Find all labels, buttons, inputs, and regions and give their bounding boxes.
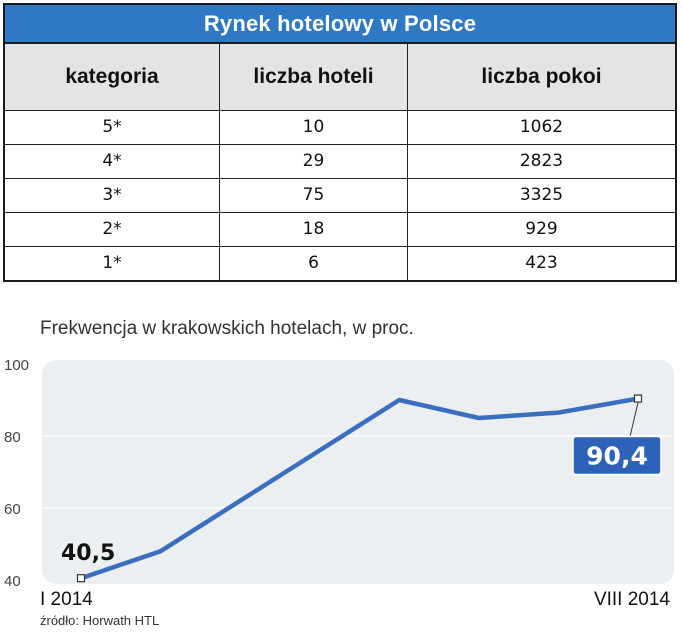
- cell-room-count: 423: [525, 253, 558, 273]
- table-row: 2* 18 929: [5, 213, 675, 247]
- cell-category: 1*: [5, 247, 220, 280]
- x-axis-ticks: I 2014 VIII 2014: [40, 589, 670, 610]
- header-category: kategoria: [5, 44, 220, 110]
- end-value-leader-line: [629, 402, 639, 437]
- data-point-marker: [633, 394, 643, 403]
- y-tick-label: 80: [4, 429, 21, 446]
- cell-category: 4*: [5, 145, 220, 178]
- header-room-count: liczba pokoi: [481, 65, 602, 88]
- cell-room-count: 2823: [519, 151, 564, 171]
- cell-category: 3*: [5, 179, 220, 212]
- y-tick-label: 60: [4, 501, 21, 518]
- y-tick-label: 40: [4, 573, 21, 590]
- data-point-marker: [76, 574, 86, 583]
- start-value-label: 40,5: [61, 541, 115, 566]
- occupancy-line-chart: 40 60 80 100 40,5 90,4 I 2014 VIII 2014: [4, 357, 674, 610]
- cell-hotel-count: 18: [220, 213, 408, 246]
- cell-category: 5*: [5, 111, 220, 144]
- table-header-row: kategoria liczba hoteli liczba pokoi: [5, 44, 675, 111]
- cell-hotel-count: 75: [220, 179, 408, 212]
- chart-source: źródło: Horwath HTL: [40, 613, 160, 628]
- table-row: 3* 75 3325: [5, 179, 675, 213]
- table-row: 4* 29 2823: [5, 145, 675, 179]
- chart-title: Frekwencja w krakowskich hotelach, w pro…: [40, 318, 414, 339]
- y-tick-label: 100: [4, 357, 29, 374]
- table-row: 5* 10 1062: [5, 111, 675, 145]
- data-points: [76, 394, 643, 583]
- cell-hotel-count: 29: [220, 145, 408, 178]
- cell-room-count: 3325: [519, 185, 564, 205]
- header-hotel-count: liczba hoteli: [220, 44, 408, 110]
- table-row: 1* 6 423: [5, 247, 675, 280]
- end-value-label-box: [572, 435, 662, 476]
- cell-category: 2*: [5, 213, 220, 246]
- x-tick-label: VIII 2014: [594, 589, 670, 610]
- cell-room-count: 929: [525, 219, 558, 239]
- table-title: Rynek hotelowy w Polsce: [5, 5, 675, 44]
- cell-hotel-count: 6: [220, 247, 408, 280]
- cell-hotel-count: 10: [220, 111, 408, 144]
- x-tick-label: I 2014: [40, 589, 93, 610]
- y-axis-ticks: 40 60 80 100: [4, 357, 29, 590]
- cell-room-count: 1062: [519, 117, 564, 137]
- occupancy-series-line: [78, 396, 641, 581]
- hotel-market-table: Rynek hotelowy w Polsce kategoria liczba…: [3, 3, 677, 282]
- grid-lines: [44, 435, 672, 509]
- end-value-label: 90,4: [586, 442, 648, 471]
